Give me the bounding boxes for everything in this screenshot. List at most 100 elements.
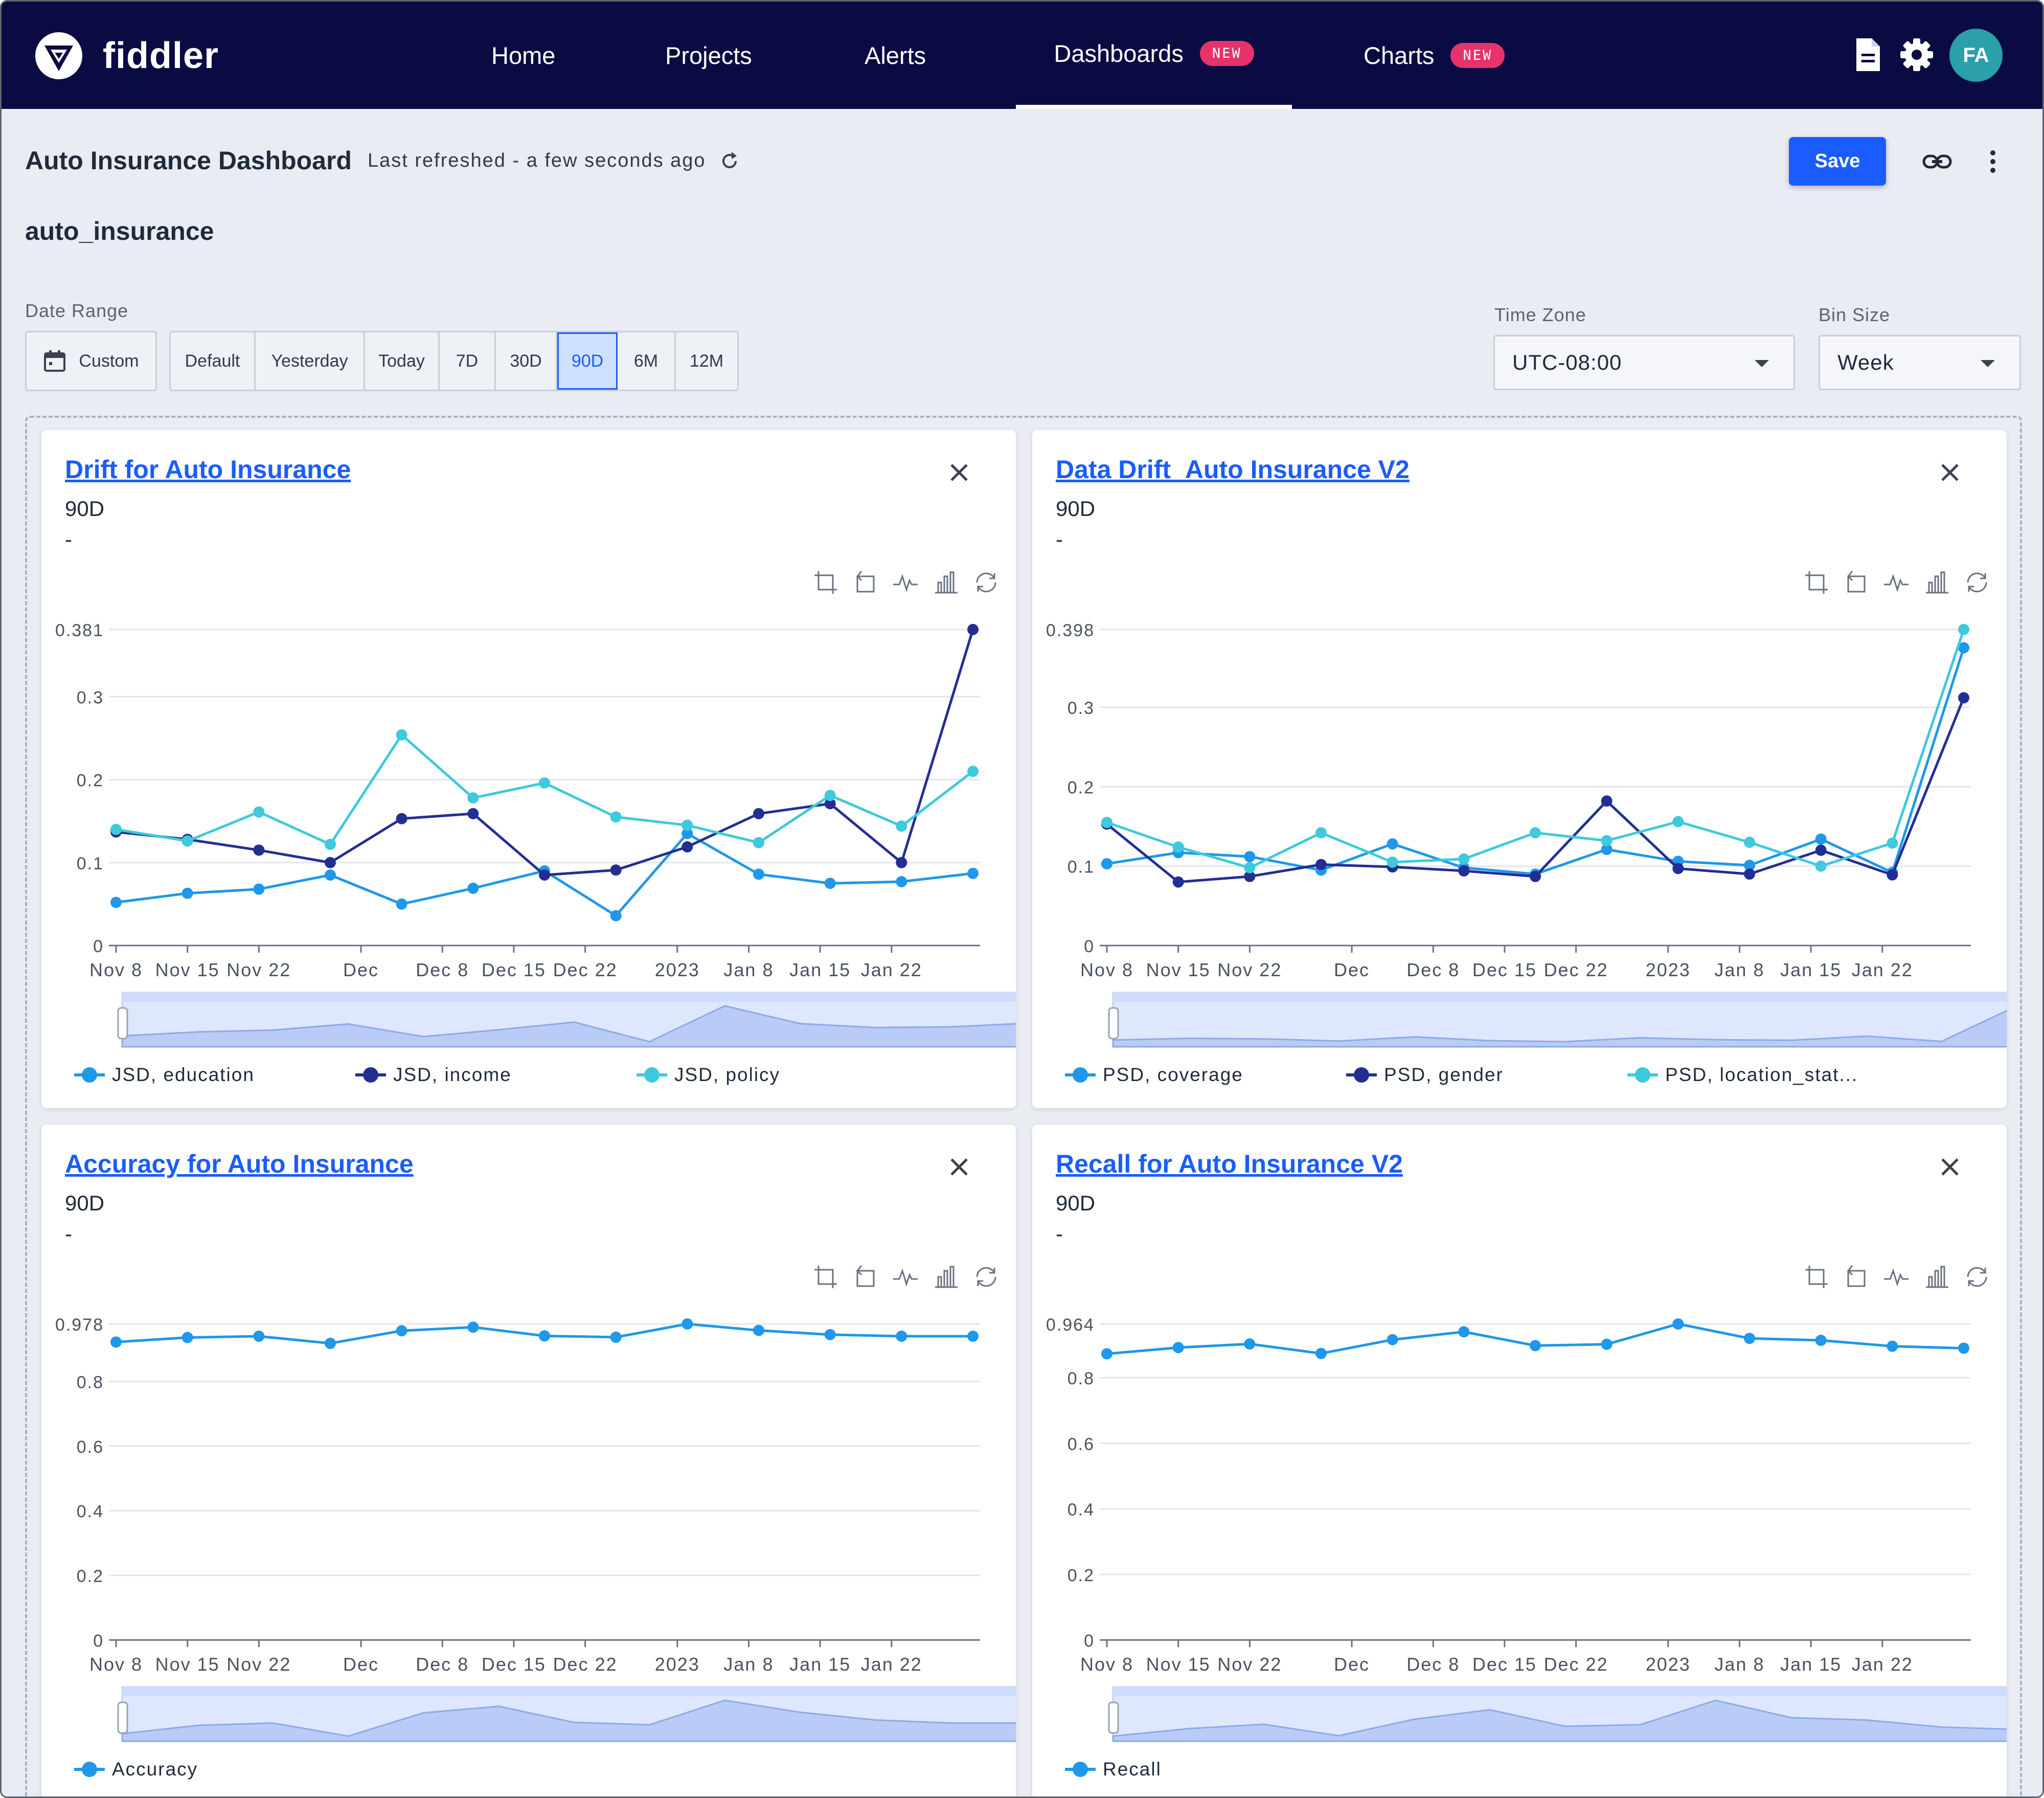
close-icon[interactable]: [1937, 460, 1963, 485]
data-point: [1458, 1326, 1470, 1338]
zoom-select-icon[interactable]: [812, 1264, 839, 1290]
restore-icon[interactable]: [1964, 569, 1990, 596]
save-button[interactable]: Save: [1789, 137, 1886, 186]
y-tick-label: 0.4: [77, 1502, 104, 1521]
slider-handle-left[interactable]: [117, 1701, 128, 1734]
nav-home[interactable]: Home: [491, 2, 555, 109]
y-tick-label: 0.964: [1046, 1315, 1095, 1335]
document-icon[interactable]: [1847, 34, 1888, 75]
close-icon[interactable]: [1937, 1154, 1963, 1180]
nav-projects[interactable]: Projects: [665, 2, 752, 109]
zoom-reset-icon[interactable]: [1843, 569, 1870, 596]
data-zoom-slider[interactable]: [1108, 992, 2007, 1048]
data-point: [1815, 1335, 1827, 1346]
line-chart-icon[interactable]: [1883, 1264, 1910, 1290]
nav-alerts-label: Alerts: [865, 41, 926, 69]
brand[interactable]: fiddler: [33, 30, 219, 81]
avatar[interactable]: FA: [1949, 29, 2003, 82]
close-icon[interactable]: [946, 460, 972, 485]
chart-title[interactable]: Recall for Auto Insurance V2: [1056, 1150, 1403, 1178]
restore-icon[interactable]: [1964, 1264, 1990, 1290]
data-point: [824, 790, 836, 801]
date-preset-default[interactable]: Default: [171, 332, 256, 390]
x-tick-label: Dec 22: [1544, 959, 1608, 980]
legend-item[interactable]: JSD, education: [74, 1064, 255, 1086]
slider-handle-left[interactable]: [1108, 1701, 1119, 1734]
zoom-reset-icon[interactable]: [852, 1264, 879, 1290]
legend-item[interactable]: JSD, income: [355, 1064, 512, 1086]
legend-item[interactable]: PSD, gender: [1346, 1064, 1504, 1086]
date-preset-90d[interactable]: 90D: [557, 332, 618, 390]
line-chart-icon[interactable]: [1883, 569, 1910, 596]
chart-title[interactable]: Accuracy for Auto Insurance: [65, 1150, 414, 1178]
data-point: [1387, 838, 1398, 850]
data-point: [1744, 868, 1755, 880]
x-tick-label: Dec 15: [1472, 1654, 1537, 1675]
x-tick-label: Jan 22: [861, 1654, 922, 1675]
data-zoom-slider[interactable]: [117, 1686, 1016, 1742]
refresh-icon[interactable]: [718, 150, 741, 172]
zoom-select-icon[interactable]: [1803, 569, 1830, 596]
slider-handle-left[interactable]: [1108, 1007, 1119, 1040]
zoom-select-icon[interactable]: [812, 569, 839, 596]
date-preset-yesterday[interactable]: Yesterday: [256, 332, 365, 390]
x-tick-label: Dec 15: [482, 959, 546, 980]
time-zone-select[interactable]: UTC-08:00: [1493, 335, 1795, 390]
zoom-reset-icon[interactable]: [1843, 1264, 1870, 1290]
zoom-reset-icon[interactable]: [852, 569, 879, 596]
restore-icon[interactable]: [973, 1264, 1000, 1290]
legend-item[interactable]: PSD, coverage: [1065, 1064, 1243, 1086]
data-zoom-slider[interactable]: [1108, 1686, 2007, 1742]
link-icon[interactable]: [1922, 149, 1952, 174]
data-point: [539, 777, 550, 789]
date-preset-12m[interactable]: 12M: [689, 351, 724, 371]
data-point: [824, 878, 836, 889]
date-preset-today[interactable]: Today: [365, 332, 440, 390]
restore-icon[interactable]: [973, 569, 1000, 596]
slider-handle-left[interactable]: [117, 1007, 128, 1040]
line-chart-icon[interactable]: [892, 1264, 919, 1290]
legend-item[interactable]: JSD, policy: [637, 1064, 780, 1086]
line-chart-icon[interactable]: [892, 569, 919, 596]
data-point: [1887, 867, 1898, 879]
data-point: [967, 1331, 979, 1342]
legend-item[interactable]: Recall: [1065, 1759, 1162, 1780]
more-options-icon[interactable]: [1985, 149, 2001, 174]
nav-dashboards[interactable]: Dashboards NEW: [1016, 2, 1292, 109]
data-point: [1744, 1333, 1755, 1344]
series-line: [1106, 697, 1965, 884]
bin-size-select[interactable]: Week: [1819, 335, 2021, 390]
x-tick-label: Dec 8: [416, 1654, 469, 1675]
data-point: [682, 1318, 693, 1330]
date-preset-7d[interactable]: 7D: [440, 332, 496, 390]
chart-title[interactable]: Drift for Auto Insurance: [65, 455, 351, 484]
data-point: [467, 792, 479, 804]
chart-plot: 0 0.2 0.4 0.6 0.8 0.978 Nov 8 Nov 15 Nov 22 Dec De…: [55, 1315, 1016, 1742]
bar-chart-icon[interactable]: [933, 1264, 960, 1290]
bar-chart-icon[interactable]: [1924, 1264, 1950, 1290]
gear-icon[interactable]: [1896, 34, 1937, 75]
date-preset-30d[interactable]: 30D: [496, 332, 557, 390]
y-tick-label: 0.8: [77, 1373, 104, 1392]
nav-charts[interactable]: Charts NEW: [1364, 2, 1505, 109]
nav-alerts[interactable]: Alerts: [865, 2, 926, 109]
close-icon[interactable]: [946, 1154, 972, 1180]
legend-item[interactable]: Accuracy: [74, 1759, 198, 1780]
chevron-down-icon: [1981, 360, 1995, 367]
y-tick-label: 0.2: [77, 771, 104, 791]
chart-title[interactable]: Data Drift_Auto Insurance V2: [1056, 455, 1410, 484]
x-tick-label: Nov 15: [155, 959, 220, 980]
data-zoom-slider[interactable]: [117, 992, 1016, 1048]
x-tick-label: Dec 15: [482, 1654, 546, 1675]
chevron-down-icon: [1755, 360, 1769, 367]
legend-item[interactable]: PSD, location_stat...: [1627, 1064, 1858, 1086]
custom-date[interactable]: Custom: [27, 332, 155, 390]
zoom-select-icon[interactable]: [1803, 1264, 1830, 1290]
bar-chart-icon[interactable]: [933, 569, 960, 596]
data-point: [896, 820, 907, 832]
date-preset-6m[interactable]: 6M: [618, 332, 676, 390]
custom-date-button[interactable]: Custom: [25, 331, 157, 391]
data-point: [325, 857, 336, 868]
x-tick-label: Dec: [1334, 1654, 1370, 1675]
bar-chart-icon[interactable]: [1924, 569, 1950, 596]
